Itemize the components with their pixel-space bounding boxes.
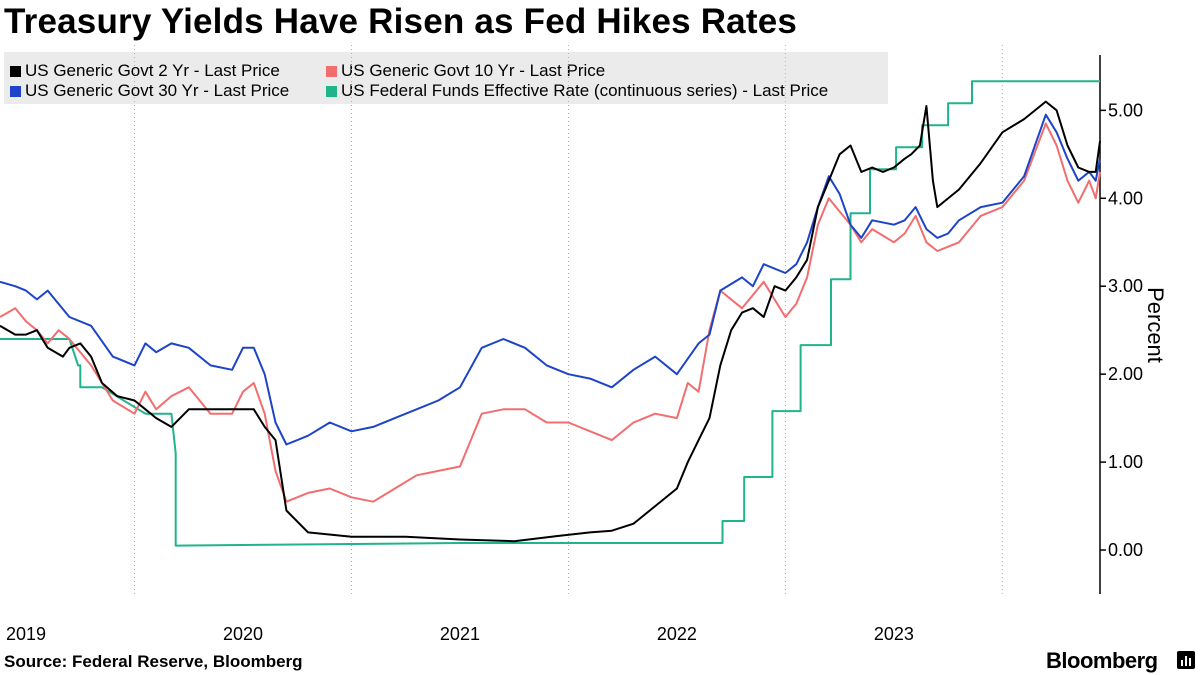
chart-title: Treasury Yields Have Risen as Fed Hikes … — [4, 2, 798, 41]
legend-item: US Federal Funds Effective Rate (continu… — [326, 81, 828, 101]
y-tick-label: 1.00 — [1108, 452, 1143, 472]
legend-swatch — [10, 85, 21, 97]
legend-swatch — [10, 65, 21, 77]
series-line — [0, 113, 1101, 446]
y-axis-label: Percent — [1143, 287, 1168, 363]
x-tick-label: 2020 — [223, 624, 263, 644]
source-note: Source: Federal Reserve, Bloomberg — [4, 652, 303, 671]
y-tick-label: 0.00 — [1108, 540, 1143, 560]
series-line — [0, 80, 1100, 547]
legend-item: US Generic Govt 10 Yr - Last Price — [326, 61, 605, 81]
y-tick-label: 3.00 — [1108, 276, 1143, 296]
legend-item: US Generic Govt 2 Yr - Last Price — [10, 61, 280, 81]
bloomberg-logo: Bloomberg — [1046, 648, 1158, 673]
legend-label: US Generic Govt 2 Yr - Last Price — [25, 61, 280, 80]
x-tick-label: 2021 — [440, 624, 480, 644]
y-tick-label: 4.00 — [1108, 188, 1143, 208]
legend-swatch — [326, 85, 337, 97]
x-tick-label: 2022 — [657, 624, 697, 644]
legend-swatch — [326, 65, 337, 77]
y-tick-label: 2.00 — [1108, 364, 1143, 384]
legend-label: US Federal Funds Effective Rate (continu… — [341, 81, 829, 100]
series-line — [0, 122, 1101, 503]
bloomberg-terminal-icon — [1177, 651, 1195, 669]
legend: US Generic Govt 2 Yr - Last Price US Gen… — [4, 52, 888, 104]
x-tick-label: 2023 — [874, 624, 914, 644]
y-tick-label: 5.00 — [1108, 100, 1143, 120]
x-tick-label: 2019 — [6, 624, 46, 644]
series-line — [0, 100, 1101, 543]
legend-label: US Generic Govt 30 Yr - Last Price — [25, 81, 290, 100]
legend-label: US Generic Govt 10 Yr - Last Price — [341, 61, 606, 80]
legend-item: US Generic Govt 30 Yr - Last Price — [10, 81, 289, 101]
